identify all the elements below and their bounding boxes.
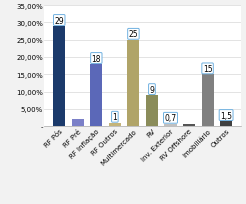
Bar: [165, 124, 177, 126]
Text: 25: 25: [129, 30, 138, 39]
Bar: [146, 95, 158, 126]
Text: 1,5: 1,5: [220, 111, 232, 120]
Text: 15: 15: [203, 64, 212, 73]
Bar: [53, 27, 65, 126]
Bar: [183, 125, 195, 126]
Text: 29: 29: [54, 16, 64, 25]
Bar: [127, 41, 139, 126]
Bar: [109, 123, 121, 126]
Text: 9: 9: [150, 85, 154, 94]
Text: 1: 1: [112, 113, 117, 122]
Bar: [201, 75, 214, 126]
Text: 0,7: 0,7: [164, 114, 177, 123]
Bar: [72, 120, 84, 126]
Bar: [90, 65, 102, 126]
Bar: [220, 121, 232, 126]
Text: 18: 18: [92, 54, 101, 63]
